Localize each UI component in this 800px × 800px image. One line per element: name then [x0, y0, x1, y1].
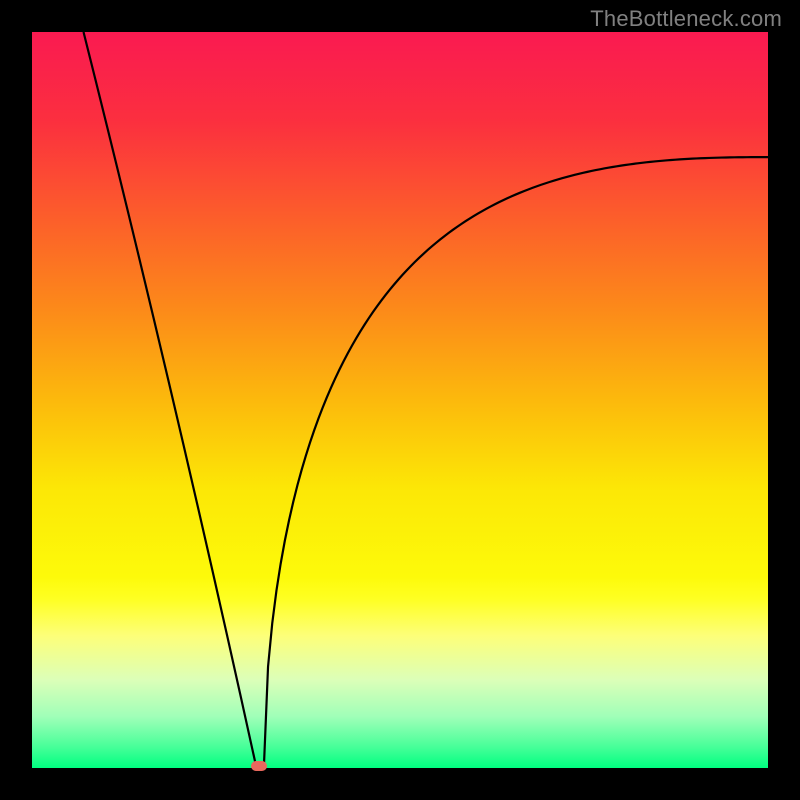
- chart-container: TheBottleneck.com: [0, 0, 800, 800]
- gradient-background: [32, 32, 768, 768]
- plot-svg: [32, 32, 768, 768]
- watermark-text: TheBottleneck.com: [590, 6, 782, 32]
- minimum-marker: [251, 761, 267, 771]
- plot-area: [32, 32, 768, 768]
